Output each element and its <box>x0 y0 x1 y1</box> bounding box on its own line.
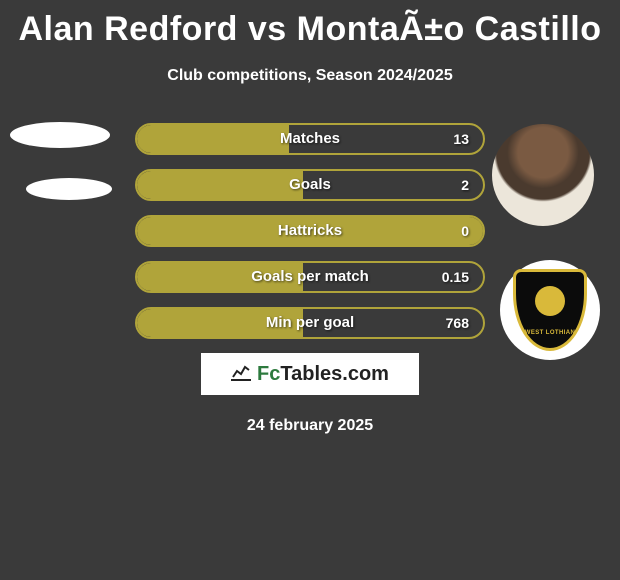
stat-label: Min per goal <box>137 309 483 337</box>
player-left-avatar-placeholder <box>10 122 110 148</box>
stat-row-min-per-goal: Min per goal 768 <box>135 307 485 339</box>
stat-row-matches: Matches 13 <box>135 123 485 155</box>
club-right-badge: WEST LOTHIAN <box>500 260 600 360</box>
stats-container: Matches 13 Goals 2 Hattricks 0 Goals per… <box>135 123 485 339</box>
stat-row-goals: Goals 2 <box>135 169 485 201</box>
logo-prefix: Fc <box>257 363 280 385</box>
stat-value: 0 <box>461 217 469 245</box>
logo-suffix: Tables.com <box>280 363 389 385</box>
stat-value: 0.15 <box>442 263 469 291</box>
club-left-badge-placeholder <box>26 178 112 200</box>
stat-label: Goals per match <box>137 263 483 291</box>
fctables-logo: FcTables.com <box>201 353 419 395</box>
shield-icon: WEST LOTHIAN <box>513 269 587 351</box>
date-text: 24 february 2025 <box>0 417 620 435</box>
stat-label: Hattricks <box>137 217 483 245</box>
stat-label: Matches <box>137 125 483 153</box>
subtitle: Club competitions, Season 2024/2025 <box>0 67 620 85</box>
stat-row-goals-per-match: Goals per match 0.15 <box>135 261 485 293</box>
page-title: Alan Redford vs MontaÃ±o Castillo <box>0 0 620 49</box>
logo-text: FcTables.com <box>257 363 389 386</box>
player-right-avatar <box>492 124 594 226</box>
chart-icon <box>231 363 251 386</box>
stat-value: 2 <box>461 171 469 199</box>
stat-row-hattricks: Hattricks 0 <box>135 215 485 247</box>
shield-text: WEST LOTHIAN <box>516 330 584 336</box>
stat-label: Goals <box>137 171 483 199</box>
stat-value: 768 <box>446 309 469 337</box>
stat-value: 13 <box>453 125 469 153</box>
